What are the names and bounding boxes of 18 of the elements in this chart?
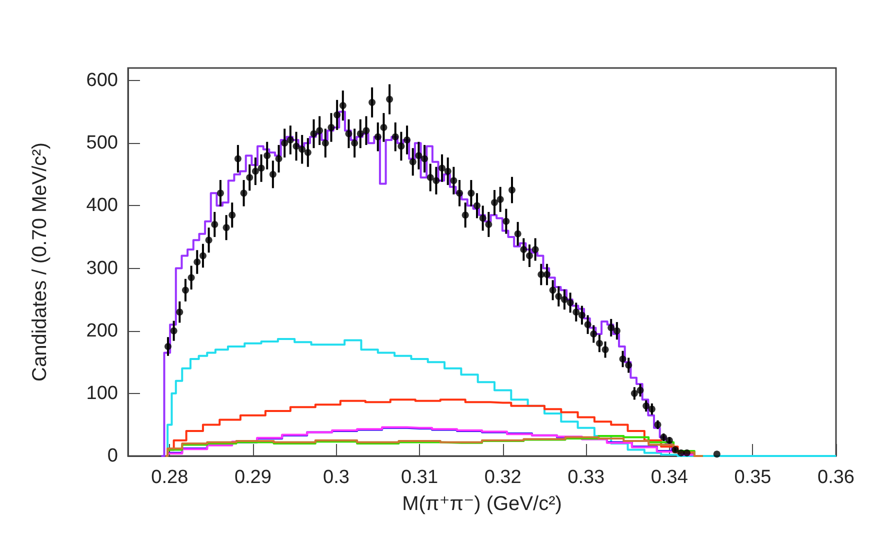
x-axis-title: M(π⁺π⁻) (GeV/c²) xyxy=(402,493,562,515)
x-tick-label: 0.29 xyxy=(234,467,272,488)
y-tick-label: 600 xyxy=(86,70,118,92)
y-tick-label: 300 xyxy=(86,258,118,279)
y-tick-label: 0 xyxy=(107,446,118,466)
y-axis-title: Candidates / (0.70 MeV/c²) xyxy=(29,142,51,382)
x-tick-label: 0.36 xyxy=(818,467,854,488)
x-tick-label: 0.34 xyxy=(650,467,688,488)
y-tick-label: 500 xyxy=(86,132,118,154)
y-tick-label: 400 xyxy=(86,195,118,216)
x-tick-label: 0.35 xyxy=(734,467,772,488)
x-tick-label: 0.3 xyxy=(323,467,350,488)
x-tick-label: 0.28 xyxy=(151,467,188,488)
x-tick-label: 0.31 xyxy=(401,467,438,488)
x-tick-label: 0.32 xyxy=(484,467,522,488)
x-tick-label: 0.33 xyxy=(568,467,605,488)
y-tick-label: 100 xyxy=(86,382,118,404)
y-tick-label: 200 xyxy=(86,320,118,342)
